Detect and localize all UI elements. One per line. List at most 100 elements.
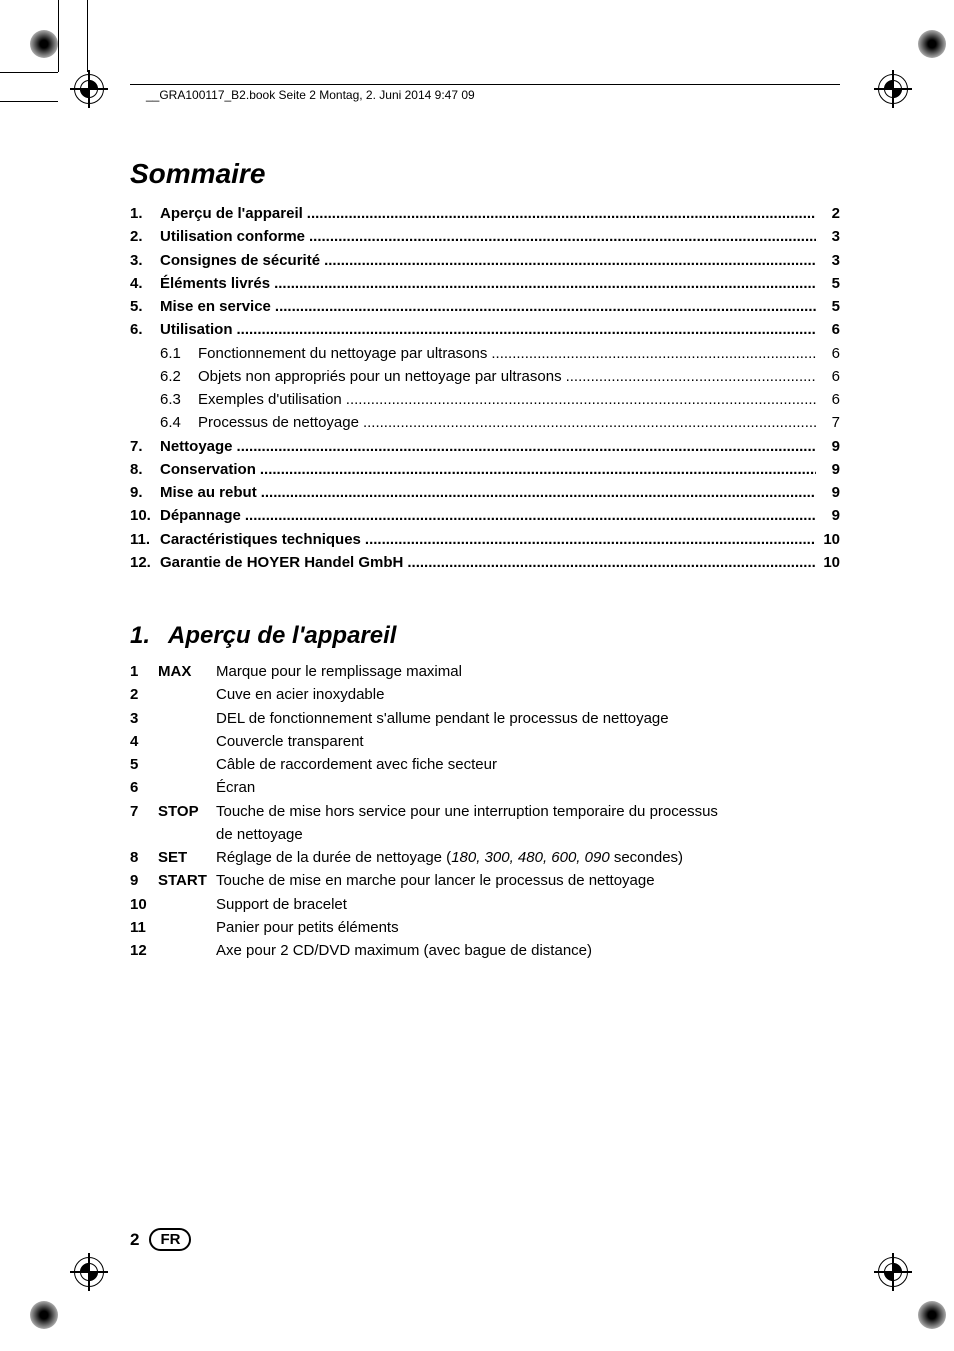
toc-page: 9: [816, 504, 840, 527]
toc-row: 10.Dépannage ...........................…: [130, 504, 840, 527]
toc-label: Éléments livrés: [160, 272, 270, 295]
definition-row: 2Cuve en acier inoxydable: [130, 683, 840, 706]
definition-key: START: [158, 869, 216, 892]
toc-label: Aperçu de l'appareil: [160, 202, 303, 225]
definition-row: 12 Axe pour 2 CD/DVD maximum (avec bague …: [130, 939, 840, 962]
toc-row: 4.Éléments livrés ......................…: [130, 272, 840, 295]
definition-num: 1: [130, 660, 158, 683]
registration-gradient-tr: [918, 30, 946, 58]
definition-key: STOP: [158, 800, 216, 823]
definition-row: 5 Câble de raccordement avec fiche secteu…: [130, 753, 840, 776]
definition-num: 3: [130, 707, 158, 730]
toc-row: 2.Utilisation conforme .................…: [130, 225, 840, 248]
toc-num: 6.2: [130, 365, 198, 388]
footer-language-badge: FR: [149, 1228, 191, 1251]
definition-num: 9: [130, 869, 158, 892]
toc-page: 10: [816, 528, 840, 551]
toc-label: Exemples d'utilisation: [198, 388, 342, 411]
toc-row: 12.Garantie de HOYER Handel GmbH .......…: [130, 551, 840, 574]
definition-row: 11Panier pour petits éléments: [130, 916, 840, 939]
toc-dots: ........................................…: [320, 249, 816, 272]
registration-mark-tr: [874, 70, 912, 108]
toc-label: Fonctionnement du nettoyage par ultrason…: [198, 342, 487, 365]
toc-dots: ........................................…: [359, 411, 816, 434]
definition-num: 8: [130, 846, 158, 869]
definition-text: Écran: [216, 776, 840, 799]
definition-num: 10: [130, 893, 158, 916]
toc-label: Nettoyage: [160, 435, 233, 458]
definition-italic: 180, 300, 480, 600, 090: [451, 849, 609, 866]
toc-page: 2: [816, 202, 840, 225]
toc-page: 3: [816, 225, 840, 248]
toc-page: 5: [816, 272, 840, 295]
definition-num: 5: [130, 753, 158, 776]
toc-row: 5.Mise en service ......................…: [130, 295, 840, 318]
toc-dots: ........................................…: [403, 551, 816, 574]
definition-text: DEL de fonctionnement s'allume pendant l…: [216, 707, 840, 730]
toc-label: Objets non appropriés pour un nettoyage …: [198, 365, 562, 388]
toc-dots: ........................................…: [233, 318, 816, 341]
toc-num: 8.: [130, 458, 160, 481]
toc-dots: ........................................…: [256, 458, 816, 481]
toc-num: 6.1: [130, 342, 198, 365]
toc-dots: ........................................…: [257, 481, 816, 504]
definition-num: 6: [130, 776, 158, 799]
toc-label: Dépannage: [160, 504, 241, 527]
definition-row: 1MAXMarque pour le remplissage maximal: [130, 660, 840, 683]
toc-dots: ........................................…: [342, 388, 816, 411]
definition-num: 4: [130, 730, 158, 753]
toc-dots: ........................................…: [270, 272, 816, 295]
toc-dots: ........................................…: [303, 202, 816, 225]
toc-num: 5.: [130, 295, 160, 318]
toc-num: 11.: [130, 528, 160, 551]
toc-page: 3: [816, 249, 840, 272]
registration-mark-bl: [70, 1253, 108, 1291]
registration-mark-tl: [70, 70, 108, 108]
page-footer: 2 FR: [130, 1228, 191, 1251]
toc-row: 6.1Fonctionnement du nettoyage par ultra…: [130, 342, 840, 365]
toc-label: Mise en service: [160, 295, 271, 318]
toc-page: 6: [816, 342, 840, 365]
definition-text: Cuve en acier inoxydable: [216, 683, 840, 706]
toc-num: 6.3: [130, 388, 198, 411]
toc-row: 9.Mise au rebut ........................…: [130, 481, 840, 504]
definition-key: SET: [158, 846, 216, 869]
toc-row: 6.Utilisation ..........................…: [130, 318, 840, 341]
toc-num: 4.: [130, 272, 160, 295]
toc-row: 8.Conservation .........................…: [130, 458, 840, 481]
definition-text: Touche de mise hors service pour une int…: [216, 800, 840, 823]
toc-dots: ........................................…: [233, 435, 816, 458]
section-1-label: Aperçu de l'appareil: [168, 622, 396, 649]
toc-dots: ........................................…: [562, 365, 816, 388]
toc-page: 6: [816, 365, 840, 388]
toc-title: Sommaire: [130, 158, 840, 190]
definition-text: Câble de raccordement avec fiche secteur: [216, 753, 840, 776]
toc-num: 10.: [130, 504, 160, 527]
toc-page: 6: [816, 318, 840, 341]
definition-row: 6 Écran: [130, 776, 840, 799]
definition-row: 9STARTTouche de mise en marche pour lanc…: [130, 869, 840, 892]
definition-text: Axe pour 2 CD/DVD maximum (avec bague de…: [216, 939, 840, 962]
toc-page: 6: [816, 388, 840, 411]
toc-page: 7: [816, 411, 840, 434]
toc-row: 3.Consignes de sécurité ................…: [130, 249, 840, 272]
toc-num: 9.: [130, 481, 160, 504]
toc-dots: ........................................…: [361, 528, 816, 551]
definition-text: Réglage de la durée de nettoyage (180, 3…: [216, 846, 840, 869]
header-filename: __GRA100117_B2.book Seite 2 Montag, 2. J…: [146, 88, 475, 102]
section-1-title: 1.Aperçu de l'appareil: [130, 622, 840, 650]
toc-label: Mise au rebut: [160, 481, 257, 504]
definition-num: 11: [130, 916, 158, 939]
definition-text: Marque pour le remplissage maximal: [216, 660, 840, 683]
toc-dots: ........................................…: [241, 504, 816, 527]
definition-list: 1MAXMarque pour le remplissage maximal2C…: [130, 660, 840, 962]
footer-page-number: 2: [130, 1230, 139, 1250]
definition-row: 4Couvercle transparent: [130, 730, 840, 753]
definition-num: 12: [130, 939, 158, 962]
toc-label: Caractéristiques techniques: [160, 528, 361, 551]
toc-row: 11.Caractéristiques techniques .........…: [130, 528, 840, 551]
definition-text: Touche de mise en marche pour lancer le …: [216, 869, 840, 892]
definition-text: de nettoyage: [130, 823, 840, 846]
toc-page: 9: [816, 435, 840, 458]
definition-row: 7STOPTouche de mise hors service pour un…: [130, 800, 840, 823]
